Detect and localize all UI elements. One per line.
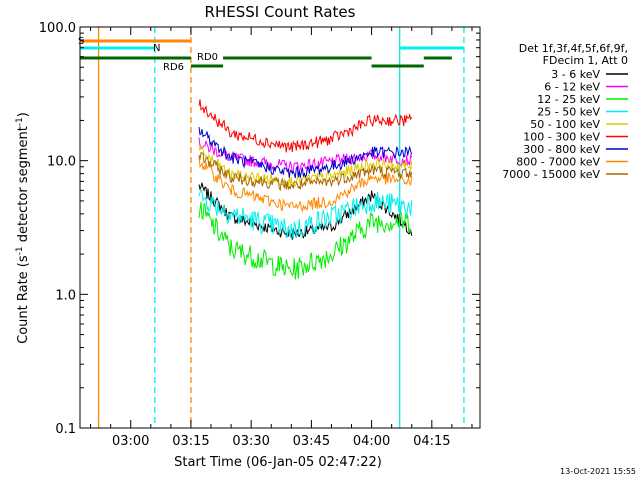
legend-label: 6 - 12 keV	[544, 81, 600, 94]
y-tick-label: 1.0	[55, 288, 76, 303]
series-line-1	[198, 137, 413, 175]
vertical-markers	[97, 27, 465, 428]
x-tick-label: 04:15	[413, 434, 450, 449]
series-line-2	[198, 201, 413, 280]
x-axis-label: Start Time (06-Jan-05 02:47:22)	[174, 455, 382, 470]
legend-label: 3 - 6 keV	[551, 68, 600, 81]
x-tick-label: 03:00	[112, 434, 149, 449]
series-line-3	[198, 189, 413, 239]
y-tick-label: 100.0	[39, 21, 76, 36]
legend-label: 300 - 800 keV	[523, 143, 600, 156]
series-line-4	[198, 144, 413, 188]
flag-label-rd0: RD0	[197, 52, 218, 63]
legend-header-line-2: FDecim 1, Att 0	[543, 54, 628, 67]
legend: Det 1f,3f,4f,5f,6f,9f, FDecim 1, Att 0 3…	[502, 42, 628, 181]
x-tick-label: 03:30	[232, 434, 269, 449]
chart-title: RHESSI Count Rates	[205, 3, 356, 21]
series-line-6	[198, 127, 413, 179]
y-axis-ticks: 0.1 1.0 10.0 100.0	[39, 21, 480, 437]
y-axis-label: Count Rate (s-1 detector segment-1)	[15, 112, 31, 344]
x-tick-label: 03:15	[172, 434, 209, 449]
y-tick-label: 10.0	[47, 155, 76, 170]
legend-label: 100 - 300 keV	[523, 131, 600, 144]
flag-label-s: S	[78, 36, 84, 47]
series-group	[198, 99, 413, 280]
series-line-7	[198, 156, 413, 213]
footer-date: 13-Oct-2021 15:55	[560, 467, 636, 476]
flag-label-rd6: RD6	[163, 62, 184, 73]
series-line-5	[198, 99, 413, 153]
x-tick-label: 04:00	[353, 434, 390, 449]
flag-label-n: N	[153, 43, 160, 54]
legend-label: 12 - 25 keV	[537, 93, 600, 106]
x-axis-ticks: 03:00 03:15 03:30 03:45 04:00 04:15	[90, 27, 473, 449]
legend-label: 7000 - 15000 keV	[502, 168, 600, 181]
plot-frame	[79, 26, 481, 429]
status-flags: S N RD0 RD6	[78, 36, 464, 73]
legend-label: 800 - 7000 keV	[516, 156, 600, 169]
x-tick-label: 03:45	[293, 434, 330, 449]
y-tick-label: 0.1	[55, 422, 76, 437]
series-line-8	[198, 152, 413, 192]
legend-label: 50 - 100 keV	[530, 118, 600, 131]
legend-label: 25 - 50 keV	[537, 106, 600, 119]
legend-header-line-1: Det 1f,3f,4f,5f,6f,9f,	[519, 42, 628, 55]
